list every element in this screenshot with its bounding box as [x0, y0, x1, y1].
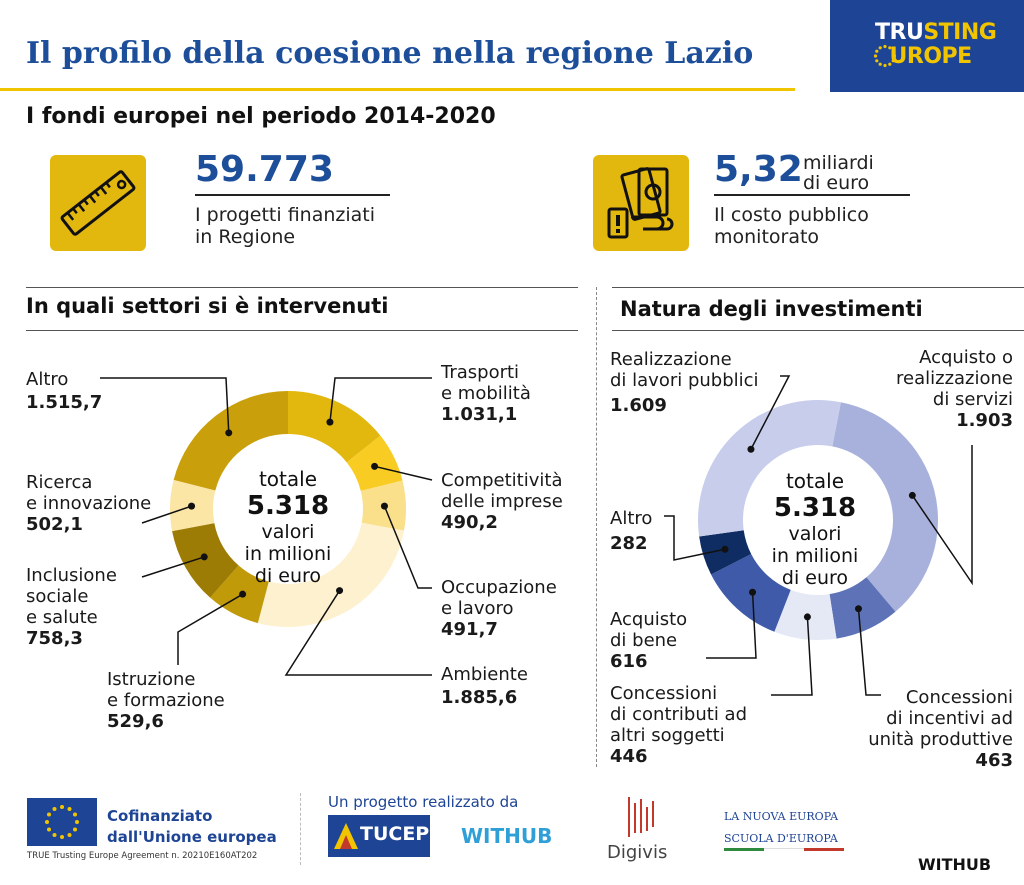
leader-altro-2-dot [721, 545, 729, 553]
leader-trasporti-dot [326, 418, 334, 426]
lne-logo-line2: SCUOLA D'EUROPA [724, 832, 838, 845]
italian-flag-stripe [724, 848, 844, 851]
withub-bottom-logo: WITHUB [918, 855, 992, 874]
column-divider [596, 287, 597, 767]
lne-logo-line1: LA NUOVA EUROPA [724, 810, 839, 823]
leader-istruzione-line [177, 593, 244, 665]
projects-label: I progetti finanziati in Regione [195, 204, 376, 248]
leader-bene-line [706, 592, 757, 659]
donut1-slice-3 [257, 522, 404, 627]
leader-inclusione-dot [200, 553, 208, 561]
section-rule-bottom-right [612, 330, 1024, 331]
leader-ricerca-line [141, 505, 192, 524]
eu-flag-icon [27, 798, 97, 846]
digivis-logo: Digivis [607, 842, 668, 863]
invest-label-incentivi: Concessioni di incentivi ad unità produt… [868, 687, 1013, 771]
invest-label-lavori-pubblici: Realizzazione di lavori pubblici 1.609 [610, 349, 759, 416]
sector-label-istruzione: Istruzione e formazione 529,6 [107, 669, 225, 732]
invest-label-servizi: Acquisto o realizzazione di servizi 1.90… [896, 347, 1013, 431]
brand-line-1: TRUSTING [875, 20, 997, 45]
cost-label: Il costo pubblico monitorato [714, 204, 869, 248]
section-rule-top-right [612, 287, 1024, 288]
sector-label-ambiente: Ambiente 1.885,6 [441, 664, 528, 708]
sector-label-competitivita: Competitività delle imprese 490,2 [441, 470, 563, 533]
trusting-europe-logo: TRUSTING EUROPE [830, 0, 1024, 92]
sector-label-ricerca: Ricerca e innovazione 502,1 [26, 472, 152, 535]
sectors-donut-chart [100, 377, 433, 676]
section-rule-bottom-left [26, 330, 578, 331]
leader-inclusione-line [141, 556, 205, 578]
investments-title: Natura degli investimenti [620, 297, 923, 321]
leader-occupazione-dot [380, 502, 388, 510]
invest-label-altro: Altro 282 [610, 508, 653, 554]
footer-divider [300, 793, 301, 865]
leader-trasporti-line [329, 377, 432, 423]
agreement-text: TRUE Trusting Europe Agreement n. 20210E… [27, 851, 258, 861]
sectors-total-unit: valori in milioni di euro [244, 521, 332, 587]
project-by-label: Un progetto realizzato da [328, 793, 519, 811]
donut1-slice-7 [173, 391, 288, 491]
sector-label-trasporti: Trasporti e mobilità 1.031,1 [441, 362, 531, 425]
leader-altro-line [100, 377, 230, 433]
leader-servizi-line [911, 445, 973, 586]
cost-value: 5,32 [714, 149, 803, 190]
donut2-slice-0 [832, 402, 938, 612]
projects-divider [195, 194, 390, 196]
ruler-icon [50, 155, 146, 251]
investments-total-unit: valori in milioni di euro [771, 523, 859, 589]
money-hand-icon [593, 155, 689, 251]
sectors-title: In quali settori si è intervenuti [26, 294, 389, 318]
sectors-total-label: totale [258, 467, 318, 491]
leader-altro-dot [225, 429, 233, 437]
digivis-bars-icon [628, 797, 654, 837]
title-underline [0, 88, 795, 91]
investments-center-label: totale 5.318 valori in milioni di euro [735, 469, 895, 589]
funds-subtitle: I fondi europei nel periodo 2014-2020 [26, 104, 496, 129]
leader-lavori-line [750, 375, 791, 450]
eu-stars-icon [873, 44, 897, 68]
leader-contributi-dot [803, 613, 811, 621]
withub-logo: WITHUB [461, 824, 553, 848]
invest-label-bene: Acquisto di bene 616 [610, 609, 688, 672]
sectors-leader-lines [100, 377, 433, 676]
cost-divider [714, 194, 910, 196]
investments-total-label: totale [785, 469, 845, 493]
cost-unit: miliardi di euro [803, 152, 874, 194]
tucep-emblem-icon [334, 823, 358, 849]
leader-servizi-dot [908, 491, 916, 499]
investments-donut-chart [664, 375, 973, 696]
tucep-text: TUCEP [360, 823, 430, 845]
leader-istruzione-dot [239, 590, 247, 598]
projects-value: 59.773 [195, 149, 334, 190]
donut2-slice-1 [829, 577, 896, 639]
leader-ricerca-dot [188, 502, 196, 510]
invest-label-contributi: Concessioni di contributi ad altri sogge… [610, 683, 747, 767]
leader-ambiente-dot [336, 587, 344, 595]
sector-label-altro: Altro 1.515,7 [26, 369, 103, 413]
investments-total-value: 5.318 [773, 493, 857, 523]
page-title: Il profilo della coesione nella regione … [26, 36, 754, 71]
leader-ambiente-line [284, 590, 432, 676]
section-rule-top-left [26, 287, 578, 288]
leader-lavori-dot [747, 445, 755, 453]
leader-contributi-line [771, 616, 813, 696]
eu-cofunded-label: Cofinanziato dall'Unione europea [107, 807, 277, 846]
leader-competitivita-dot [371, 462, 379, 470]
leader-bene-dot [749, 588, 757, 596]
tucep-logo: TUCEP [328, 815, 430, 857]
sector-label-inclusione: Inclusione sociale e salute 758,3 [26, 565, 117, 649]
donut2-slice-5 [698, 400, 841, 537]
sectors-total-value: 5.318 [246, 491, 330, 521]
leader-incentivi-line [857, 608, 881, 696]
leader-incentivi-dot [854, 605, 862, 613]
leader-competitivita-line [374, 465, 433, 481]
sectors-center-label: totale 5.318 valori in milioni di euro [208, 467, 368, 587]
brand-line-2: EUROPE [889, 44, 973, 69]
donut1-slice-5 [172, 523, 239, 598]
leader-occupazione-line [383, 505, 432, 589]
leader-altro-2-line [664, 515, 726, 561]
sector-label-occupazione: Occupazione e lavoro 491,7 [441, 577, 557, 640]
donut1-slice-0 [288, 391, 381, 463]
investments-leader-lines [664, 375, 973, 696]
